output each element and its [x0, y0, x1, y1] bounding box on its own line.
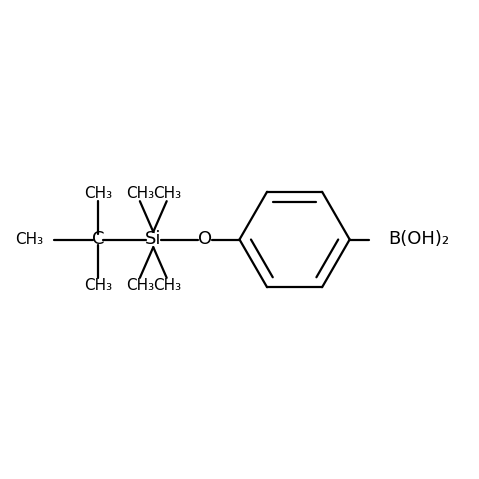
- Text: CH₃: CH₃: [153, 186, 181, 202]
- Text: CH₃: CH₃: [84, 277, 112, 293]
- Text: CH₃: CH₃: [15, 232, 43, 247]
- Text: CH₃: CH₃: [126, 277, 154, 293]
- Text: CH₃: CH₃: [153, 277, 181, 293]
- Text: B(OH)₂: B(OH)₂: [388, 230, 449, 249]
- Text: CH₃: CH₃: [84, 186, 112, 202]
- Text: Si: Si: [145, 230, 161, 249]
- Text: O: O: [198, 230, 212, 249]
- Text: C: C: [92, 230, 104, 249]
- Text: CH₃: CH₃: [126, 186, 154, 202]
